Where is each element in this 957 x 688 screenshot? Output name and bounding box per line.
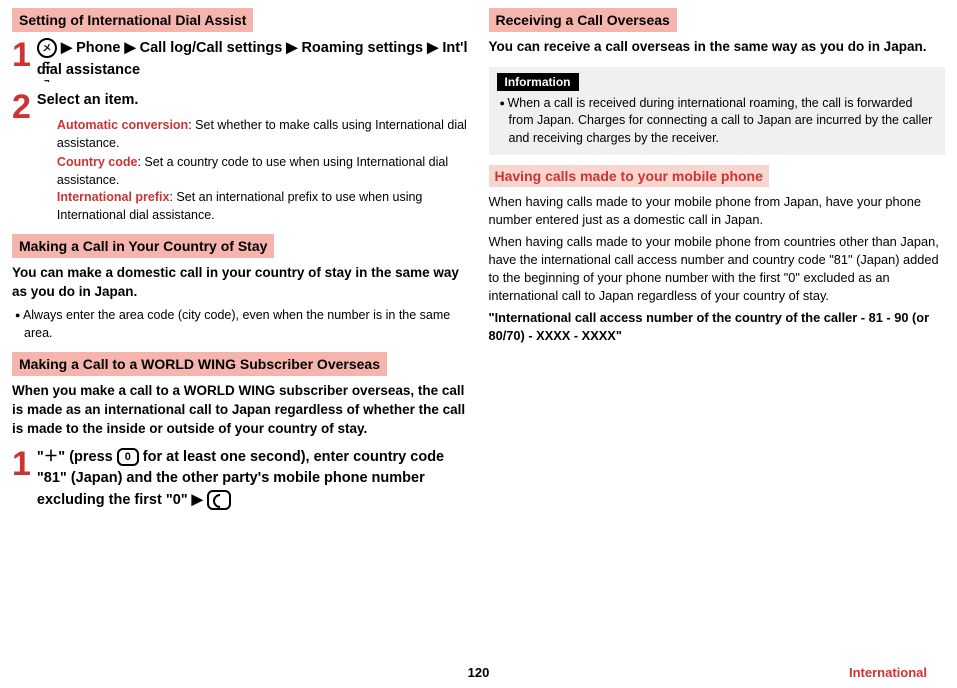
section-receiving-overseas: Receiving a Call Overseas You can receiv… [489,8,946,57]
step-ww-text-a: "＋" (press [37,449,117,465]
left-column: Setting of International Dial Assist 1 メ… [12,8,469,522]
body-having-a: When having calls made to your mobile ph… [489,193,946,229]
heading-world-wing: Making a Call to a WORLD WING Subscriber… [12,352,387,376]
step-ww-1: 1 "＋" (press 0 for at least one second),… [12,447,469,512]
step-number-2: 2 [12,90,31,124]
information-box: Information When a call is received duri… [489,67,946,156]
page-number: 120 [468,665,490,680]
heading-having-calls: Having calls made to your mobile phone [489,165,769,187]
option-auto-conversion: Automatic conversion: Set whether to mak… [57,117,469,152]
nav-path: ▶ Phone ▶ Call log/Call settings ▶ Roami… [37,40,468,78]
step-1: 1 メニュー ▶ Phone ▶ Call log/Call settings … [12,38,469,82]
heading-receiving: Receiving a Call Overseas [489,8,677,32]
section-dial-assist: Setting of International Dial Assist 1 メ… [12,8,469,224]
step-number-1: 1 [12,38,31,72]
page-footer: 120 International [0,665,957,680]
heading-country-stay: Making a Call in Your Country of Stay [12,234,274,258]
step-2-title: Select an item. [37,92,139,108]
option-intl-prefix: International prefix: Set an internation… [57,189,469,224]
right-column: Receiving a Call Overseas You can receiv… [489,8,946,522]
section-having-calls: Having calls made to your mobile phone W… [489,165,946,344]
zero-key-icon: 0 [117,448,139,466]
body-country-stay: You can make a domestic call in your cou… [12,264,469,302]
section-world-wing: Making a Call to a WORLD WING Subscriber… [12,352,469,512]
section-call-country-stay: Making a Call in Your Country of Stay Yo… [12,234,469,342]
heading-dial-assist: Setting of International Dial Assist [12,8,253,32]
body-having-c: "International call access number of the… [489,309,946,345]
body-world-wing: When you make a call to a WORLD WING sub… [12,382,469,439]
info-bullet: When a call is received during internati… [497,95,938,148]
footer-label: International [849,665,927,680]
menu-icon: メニュー [37,38,57,58]
bullet-area-code: Always enter the area code (city code), … [12,307,469,342]
phone-icon [207,490,231,510]
body-having-b: When having calls made to your mobile ph… [489,233,946,305]
step-2: 2 Select an item. Automatic conversion: … [12,90,469,225]
info-label: Information [497,73,579,91]
body-receiving: You can receive a call overseas in the s… [489,38,946,57]
step-ww-number-1: 1 [12,447,31,481]
option-country-code: Country code: Set a country code to use … [57,154,469,189]
